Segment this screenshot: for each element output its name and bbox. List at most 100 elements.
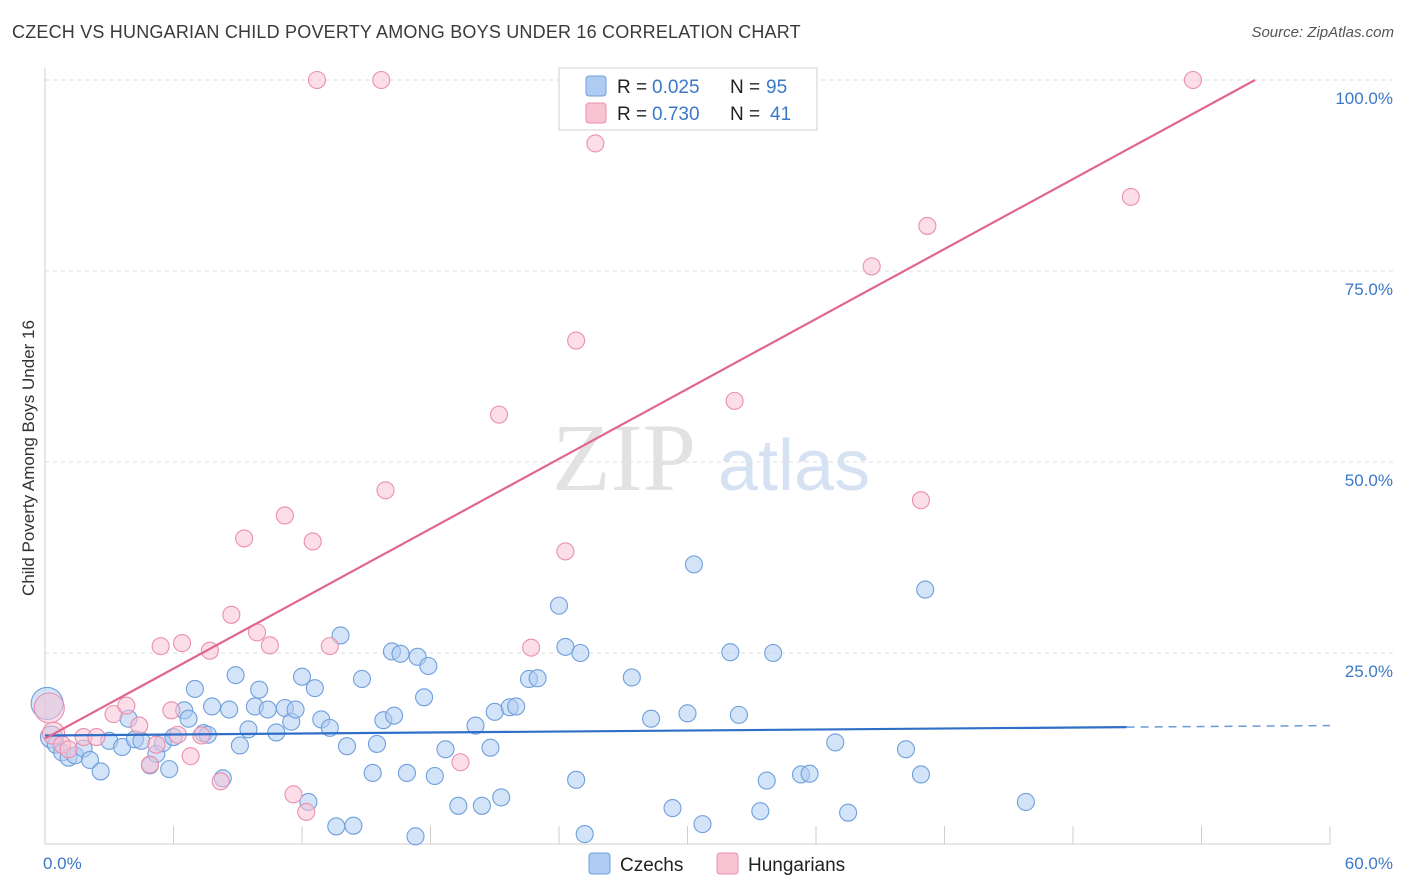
tick-labels: 25.0% 50.0% 75.0% 100.0% 0.0% 60.0% <box>43 89 1393 873</box>
hungarian-trend-line <box>44 79 1256 740</box>
czech-point-36 <box>286 700 305 719</box>
czech-point-77 <box>663 799 682 818</box>
watermark-atlas: atlas <box>718 426 870 506</box>
czech-point-74 <box>575 825 594 844</box>
czech-point-92 <box>916 580 935 599</box>
czech-point-43 <box>331 626 350 645</box>
gridlines <box>45 79 1395 654</box>
hungarian-point-32 <box>489 405 509 424</box>
hungarian-point-38 <box>862 257 881 276</box>
czech-point-90 <box>896 740 916 759</box>
czech-point-93 <box>1016 792 1035 812</box>
legend-czech-n-label: N = <box>730 77 760 98</box>
czech-point-73 <box>571 643 590 663</box>
hungarian-point-37 <box>725 391 744 410</box>
hungarian-point-25 <box>297 802 316 821</box>
hungarian-point-3 <box>59 740 78 759</box>
czech-point-26 <box>220 700 239 719</box>
bottom-legend-hungarian-label: Hungarians <box>748 855 845 876</box>
hungarian-point-40 <box>918 216 937 235</box>
czech-point-78 <box>678 704 697 723</box>
czech-trend-line <box>44 726 1127 737</box>
czech-point-61 <box>466 716 485 735</box>
source-label: Source: ZipAtlas.com <box>1251 24 1394 41</box>
legend-hungarian-swatch <box>585 102 607 124</box>
czech-point-57 <box>419 656 438 676</box>
y-tick-label-50: 50.0% <box>1345 471 1393 490</box>
hungarian-point-41 <box>1121 187 1140 206</box>
czech-point-41 <box>320 718 339 737</box>
x-tick-label-max: 60.0% <box>1345 854 1393 873</box>
hungarian-point-0 <box>33 692 65 724</box>
legend-czech-swatch <box>585 75 607 97</box>
czech-point-48 <box>367 734 387 753</box>
czech-point-65 <box>492 788 511 807</box>
y-tick-label-25: 25.0% <box>1345 662 1393 681</box>
hungarian-point-26 <box>303 532 322 551</box>
hungarian-point-7 <box>117 696 136 715</box>
czech-point-76 <box>642 709 661 728</box>
czech-point-17 <box>160 760 179 779</box>
czech-point-21 <box>185 679 204 698</box>
czech-point-64 <box>485 702 504 721</box>
czech-point-60 <box>449 796 468 815</box>
czech-point-46 <box>352 669 372 689</box>
czech-point-29 <box>239 720 258 739</box>
czech-point-87 <box>800 764 819 783</box>
czech-point-72 <box>567 770 586 789</box>
hungarian-point-16 <box>192 726 211 745</box>
hungarian-point-14 <box>173 634 192 653</box>
czech-point-82 <box>729 705 748 724</box>
czech-point-54 <box>406 827 425 846</box>
czech-trend-extension <box>1126 724 1331 728</box>
x-tick-label-min: 0.0% <box>43 854 82 873</box>
czech-point-42 <box>327 817 346 836</box>
hungarian-point-6 <box>104 705 123 724</box>
bottom-legend-czech-label: Czechs <box>620 855 683 876</box>
y-tick-label-100: 100.0% <box>1335 89 1393 108</box>
czech-point-7 <box>80 750 100 770</box>
czech-point-67 <box>507 697 526 716</box>
czech-point-31 <box>250 680 269 699</box>
hungarian-point-42 <box>1183 70 1202 90</box>
czech-point-85 <box>764 643 783 663</box>
czech-point-56 <box>415 688 434 707</box>
hungarian-point-34 <box>556 542 575 561</box>
czech-point-58 <box>425 766 444 786</box>
hungarian-point-9 <box>140 755 159 774</box>
hungarian-point-19 <box>222 605 241 624</box>
hungarian-point-10 <box>147 735 166 754</box>
czech-point-83 <box>751 802 770 821</box>
hungarian-point-15 <box>181 747 200 766</box>
czech-point-84 <box>757 771 776 790</box>
czech-point-28 <box>230 736 249 755</box>
legend-hungarian-n-label: N = <box>730 104 760 125</box>
hungarian-point-36 <box>586 134 605 153</box>
czech-point-44 <box>337 737 357 756</box>
czech-point-70 <box>549 596 569 615</box>
czech-point-89 <box>839 803 858 822</box>
legend-czech-r-value: 0.025 <box>652 77 700 98</box>
legend-hungarian-n-value: 41 <box>770 104 791 125</box>
y-tick-label-75: 75.0% <box>1345 280 1393 299</box>
czech-point-62 <box>472 796 491 815</box>
czech-point-75 <box>622 668 641 687</box>
hungarian-point-20 <box>235 529 254 548</box>
hungarian-point-8 <box>130 716 149 735</box>
czech-point-59 <box>436 740 455 759</box>
trend-lines <box>44 79 1331 740</box>
hungarian-point-31 <box>451 753 470 772</box>
hungarian-point-23 <box>275 506 294 525</box>
czech-point-32 <box>258 700 277 719</box>
legend-hungarian-r-value: 0.730 <box>652 104 700 125</box>
czech-point-88 <box>826 733 845 752</box>
legend: R = 0.025 N = 95 R = 0.730 N = 41 <box>558 67 818 131</box>
hungarian-point-30 <box>376 481 395 500</box>
hungarian-point-22 <box>260 636 279 655</box>
bottom-legend: Czechs Hungarians <box>588 852 845 876</box>
czech-point-91 <box>911 765 930 784</box>
legend-czech-r-label: R = <box>617 77 647 98</box>
hungarian-point-39 <box>911 491 930 510</box>
y-axis-label: Child Poverty Among Boys Under 16 <box>19 320 38 596</box>
